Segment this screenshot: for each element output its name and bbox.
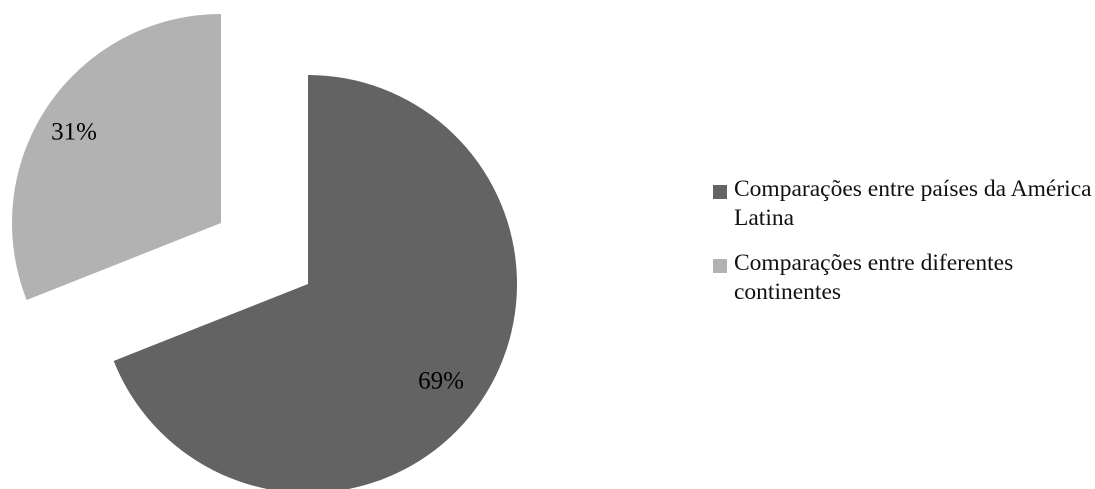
- legend-label: Comparações entre diferentes continentes: [734, 250, 1014, 305]
- pie-slices: [12, 14, 517, 489]
- pie-slice-labels: 69% 31%: [51, 119, 464, 395]
- pie-slice: [12, 14, 221, 300]
- legend-swatch: [713, 185, 727, 199]
- pie-chart: 69% 31%: [12, 14, 517, 489]
- legend-item: Comparações entre diferentes continentes: [713, 249, 1093, 307]
- slice-data-label: 69%: [418, 368, 464, 395]
- slice-data-label: 31%: [51, 119, 97, 146]
- pie-slice: [113, 75, 517, 489]
- legend-item: Comparações entre países da América Lati…: [713, 175, 1093, 233]
- legend-label: Comparações entre países da América Lati…: [734, 176, 1092, 231]
- legend-swatch: [713, 259, 727, 273]
- legend: Comparações entre países da América Lati…: [713, 175, 1093, 323]
